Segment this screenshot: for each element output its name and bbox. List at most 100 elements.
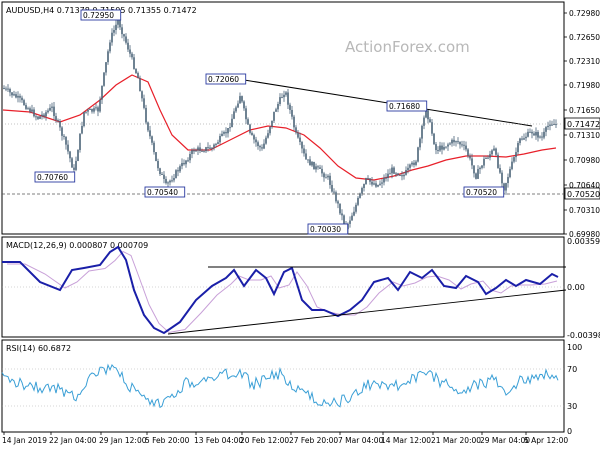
candle-body [495, 148, 497, 155]
candle-body [479, 167, 481, 170]
candle-body [89, 108, 91, 110]
swing-label: 0.72950 [80, 9, 122, 21]
candle-body [377, 184, 379, 187]
candle-body [433, 133, 435, 145]
candle-body [277, 103, 279, 110]
candle-body [243, 101, 245, 109]
candle-body [107, 51, 109, 63]
candle-body [455, 141, 457, 143]
candle-body [197, 147, 199, 151]
candle-body [17, 95, 19, 98]
candle-body [181, 162, 183, 167]
candle-body [153, 142, 155, 153]
macd-panel-header: MACD(12,26,9) 0.000807 0.000709 [6, 241, 148, 250]
candle-body [545, 127, 547, 132]
rsi-panel: RSI(14) 60.6872 100 70 30 0 [1, 339, 582, 436]
candle-body [337, 201, 339, 204]
candle-body [523, 138, 525, 140]
candle-body [97, 107, 99, 112]
rsi-panel-header: RSI(14) 60.6872 [6, 344, 71, 353]
candle-body [385, 177, 387, 179]
candle-body [175, 170, 177, 179]
svg-text:0.72060: 0.72060 [208, 75, 239, 84]
candle-body [419, 138, 421, 148]
candle-body [183, 162, 185, 165]
candle-body [279, 97, 281, 104]
rsi-line [1, 363, 559, 409]
candle-body [521, 138, 523, 140]
candle-body [267, 133, 269, 138]
candle-body [229, 127, 231, 129]
candle-body [491, 150, 493, 155]
candle-body [207, 147, 209, 149]
candle-body [537, 132, 539, 138]
candle-body [379, 183, 381, 185]
candle-body [307, 159, 309, 161]
candle-body [245, 108, 247, 120]
macd-tick-top: 0.003592 [567, 237, 600, 246]
candles [3, 14, 557, 234]
candle-body [469, 155, 471, 159]
candle-body [349, 220, 351, 224]
candle-body [417, 147, 419, 162]
swing-label: 0.70030 [307, 223, 349, 235]
candle-body [323, 173, 325, 178]
candle-body [137, 73, 139, 79]
price-tick-label: 0.69980 [569, 230, 600, 239]
candle-body [11, 92, 13, 96]
price-panel: ActionForex.com AUDUSD,H4 0.71378 0.7150… [1, 1, 600, 239]
swing-label: 0.70540 [144, 186, 186, 198]
candle-body [221, 133, 223, 137]
candle-body [489, 154, 491, 158]
candle-body [415, 161, 417, 165]
rsi-tick-70: 70 [567, 365, 577, 374]
candle-body [133, 57, 135, 69]
candle-body [163, 174, 165, 179]
rsi-tick-30: 30 [567, 402, 577, 411]
rsi-panel-frame [1, 339, 565, 433]
candle-body [381, 182, 383, 184]
candle-body [269, 126, 271, 134]
candle-body [259, 146, 261, 148]
price-tick-label: 0.70640 [569, 181, 600, 190]
candle-body [151, 136, 153, 143]
candle-body [341, 213, 343, 216]
candle-body [511, 161, 513, 170]
candle-body [225, 132, 227, 134]
candle-body [549, 124, 551, 126]
candle-body [355, 204, 357, 212]
candle-body [63, 135, 65, 137]
candle-body [147, 122, 149, 131]
candle-body [309, 159, 311, 166]
candle-body [399, 175, 401, 177]
candle-body [509, 169, 511, 178]
resistance-trendline [237, 78, 533, 127]
candle-body [65, 136, 67, 145]
current-price-tag: 0.71472 [564, 117, 600, 130]
candle-body [327, 175, 329, 178]
candle-body [487, 157, 489, 159]
macd-panel: MACD(12,26,9) 0.000807 0.000709 0.003592… [1, 236, 600, 340]
candle-body [281, 97, 283, 99]
candle-body [445, 146, 447, 148]
support-price-label: 0.70520 [567, 190, 600, 199]
time-axis: 14 Jan 2019 22 Jan 04:00 29 Jan 12:005 Feb… [2, 432, 568, 445]
candle-body [53, 106, 55, 117]
candle-body [441, 145, 443, 150]
candle-body [145, 107, 147, 123]
candle-body [533, 133, 535, 136]
candle-body [477, 169, 479, 179]
candle-body [67, 144, 69, 152]
candle-body [465, 145, 467, 150]
candle-body [235, 107, 237, 112]
candle-body [33, 109, 35, 117]
candle-body [527, 131, 529, 137]
candle-body [215, 143, 217, 145]
price-tick-label: 0.71980 [569, 81, 600, 90]
candle-body [233, 111, 235, 119]
candle-body [227, 128, 229, 134]
candle-body [239, 96, 241, 104]
price-tick-label: 0.71650 [569, 106, 600, 115]
candle-body [193, 150, 195, 152]
candle-body [9, 89, 11, 93]
